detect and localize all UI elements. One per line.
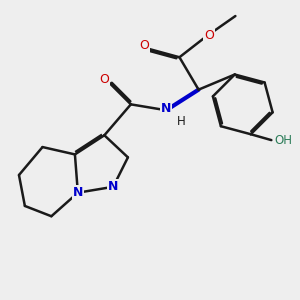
Text: O: O xyxy=(99,73,109,86)
Text: N: N xyxy=(73,186,83,199)
Text: OH: OH xyxy=(275,134,293,147)
Text: N: N xyxy=(161,102,171,115)
Text: N: N xyxy=(108,180,119,193)
Text: H: H xyxy=(177,115,186,128)
Text: O: O xyxy=(139,39,149,52)
Text: O: O xyxy=(204,29,214,42)
